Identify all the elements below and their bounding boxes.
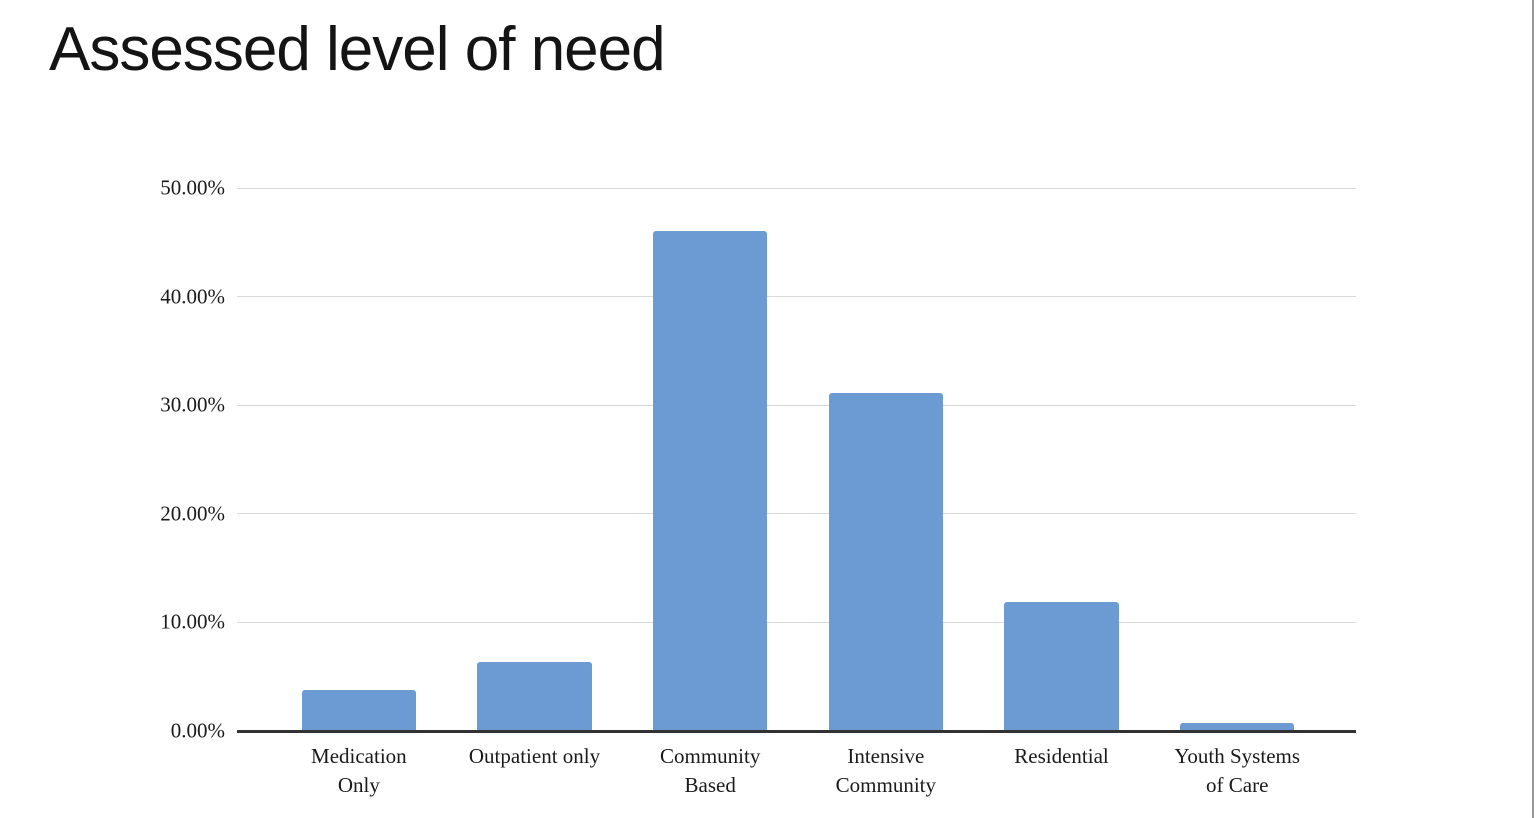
gridline-50 <box>237 187 1356 189</box>
y-tick-label-10: 10.00% <box>160 609 225 634</box>
gridline-30 <box>237 404 1356 406</box>
y-tick-label-40: 40.00% <box>160 284 225 309</box>
gridline-20 <box>237 513 1356 515</box>
gridline-40 <box>237 296 1356 298</box>
y-axis-labels: 0.00% 10.00% 20.00% 30.00% 40.00% 50.00% <box>0 177 225 741</box>
bar-intensive-community <box>828 393 943 731</box>
bar-slot-residential <box>974 188 1150 731</box>
x-tick-label-medication-only: Medication Only <box>311 744 407 797</box>
x-tick-label-residential: Residential <box>1014 744 1109 768</box>
chart-title: Assessed level of need <box>49 15 666 84</box>
y-tick-label-0: 0.00% <box>170 718 225 743</box>
bar-slot-outpatient-only <box>447 188 623 731</box>
x-axis-labels: Medication Only Outpatient only Community … <box>237 742 1356 800</box>
bar-slot-youth-systems-of-care <box>1149 188 1325 731</box>
y-tick-label-30: 30.00% <box>160 392 225 417</box>
bars-row <box>237 188 1356 731</box>
bar-community-based <box>653 231 768 731</box>
bar-slot-community-based <box>622 188 798 731</box>
gridline-10 <box>237 621 1356 623</box>
x-tick-label-youth-systems-of-care: Youth Systems of Care <box>1174 744 1301 797</box>
y-tick-label-50: 50.00% <box>160 175 225 200</box>
x-axis-line <box>237 730 1356 733</box>
slide-right-border <box>1532 0 1534 818</box>
bar-youth-systems-of-care <box>1180 723 1295 731</box>
bar-residential <box>1004 601 1119 731</box>
plot-area <box>237 187 1356 733</box>
bar-slot-intensive-community <box>798 188 974 731</box>
x-tick-label-outpatient-only: Outpatient only <box>468 744 601 768</box>
y-tick-label-20: 20.00% <box>160 501 225 526</box>
bar-outpatient-only <box>477 661 592 731</box>
bar-slot-medication-only <box>271 188 447 731</box>
x-tick-label-intensive-community: Intensive Community <box>835 744 937 797</box>
x-tick-label-community-based: Community Based <box>660 744 761 797</box>
bar-medication-only <box>301 689 416 731</box>
